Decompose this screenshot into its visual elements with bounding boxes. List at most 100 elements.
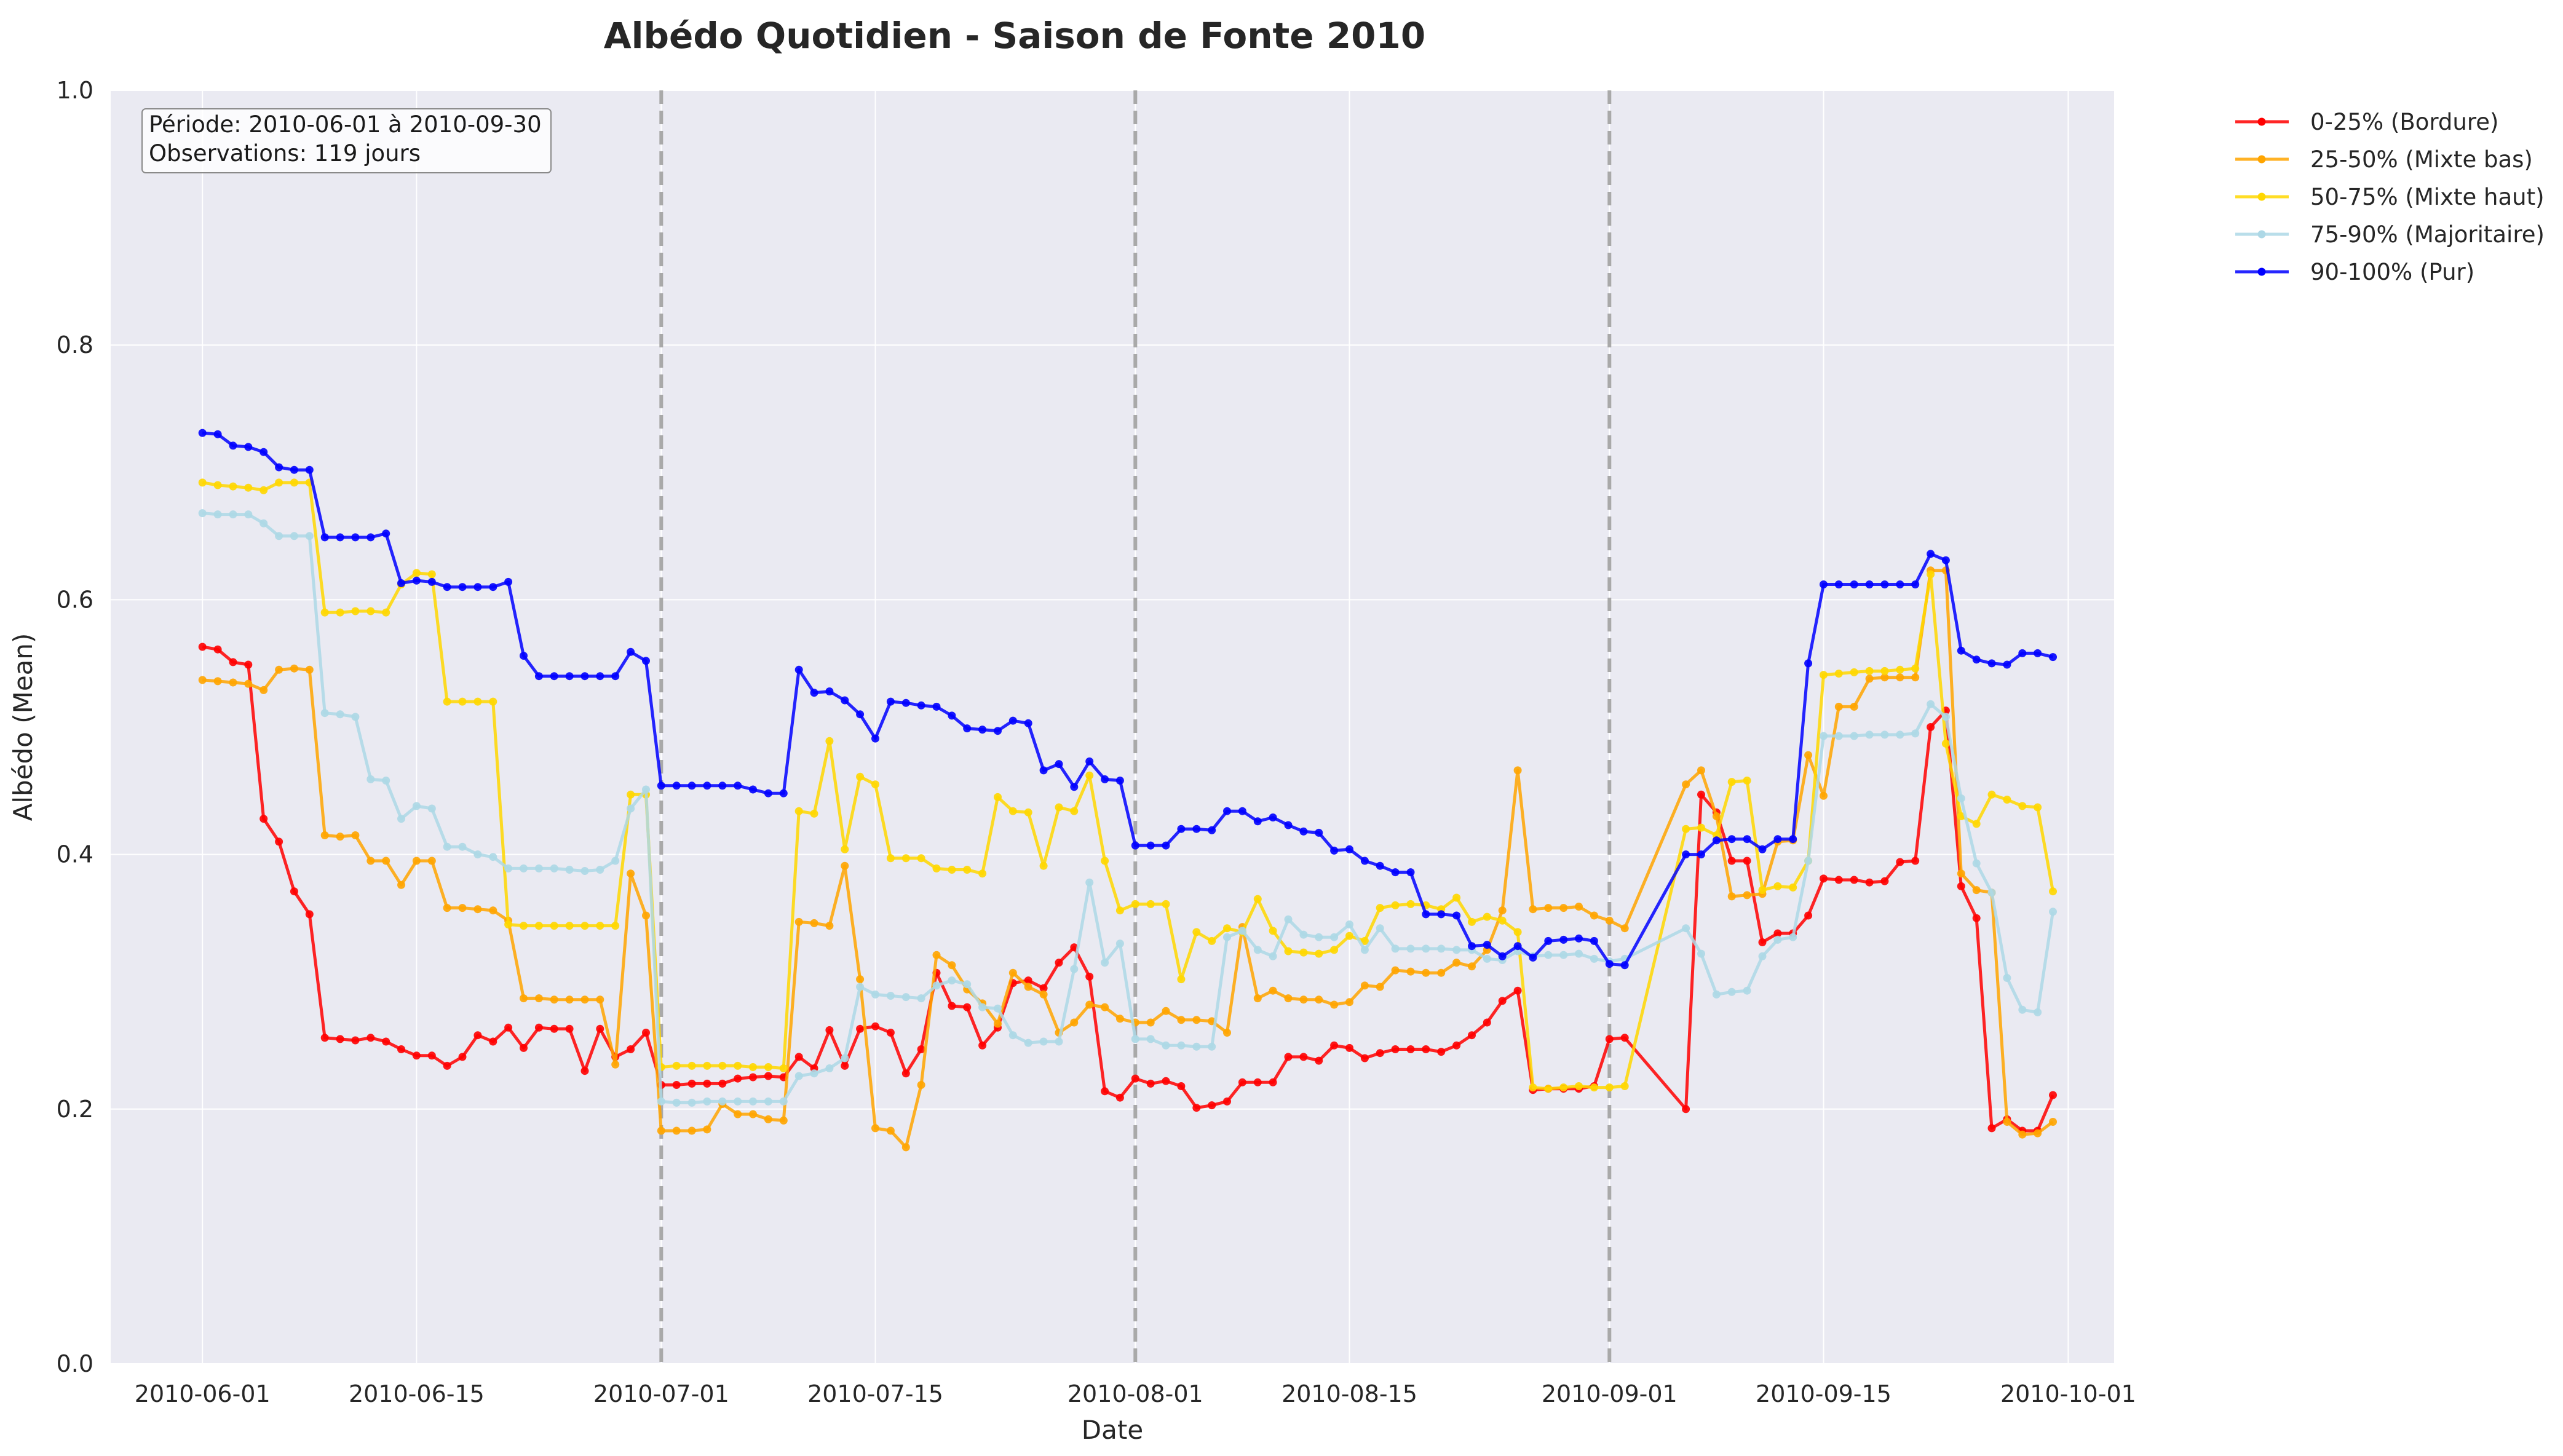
data-point <box>1804 659 1813 668</box>
data-point <box>412 576 421 585</box>
data-point <box>734 1074 742 1083</box>
data-point <box>1360 981 1369 990</box>
legend: 0-25% (Bordure) 25-50% (Mixte bas) 50-75% … <box>2235 109 2545 285</box>
data-point <box>764 1115 772 1123</box>
data-point <box>473 1031 482 1040</box>
data-point <box>534 864 543 872</box>
data-point <box>596 995 604 1004</box>
data-point <box>1208 1042 1216 1051</box>
data-point <box>1773 882 1782 890</box>
data-point <box>1146 1079 1155 1088</box>
data-point <box>1820 580 1828 588</box>
data-point <box>1712 990 1721 999</box>
data-point <box>1146 1018 1155 1027</box>
data-point <box>779 1064 788 1072</box>
legend-swatch-marker <box>2257 267 2266 276</box>
data-point <box>351 831 360 839</box>
data-point <box>520 652 528 660</box>
data-point <box>810 689 818 697</box>
data-point <box>2018 1005 2027 1014</box>
data-point <box>1284 947 1293 956</box>
data-point <box>1008 1031 1017 1040</box>
data-point <box>580 672 589 681</box>
data-point <box>978 869 987 878</box>
data-point <box>1620 1034 1629 1042</box>
data-point <box>2049 908 2057 916</box>
data-point <box>886 1126 895 1135</box>
data-point <box>1177 1016 1186 1024</box>
y-axis-ticks: 0.0 0.2 0.4 0.6 0.8 1.0 <box>57 77 93 1377</box>
data-point <box>1590 936 1598 945</box>
data-point <box>1192 1104 1201 1112</box>
data-point <box>565 995 574 1004</box>
data-point <box>320 831 329 839</box>
data-point <box>1055 959 1063 967</box>
data-point <box>1972 886 1981 895</box>
data-point <box>901 1069 910 1078</box>
y-tick-label: 0.6 <box>57 586 93 613</box>
data-point <box>366 533 375 542</box>
data-point <box>856 983 865 991</box>
data-point <box>1559 951 1568 959</box>
data-point <box>841 861 849 870</box>
data-point <box>550 1024 558 1033</box>
data-point <box>259 815 268 823</box>
data-point <box>948 711 956 720</box>
data-point <box>1101 1003 1109 1011</box>
y-tick-label: 0.4 <box>57 841 93 868</box>
y-tick-label: 0.2 <box>57 1096 93 1123</box>
data-point <box>1789 933 1797 941</box>
data-point <box>1498 916 1507 925</box>
chart-title: Albédo Quotidien - Saison de Fonte 2010 <box>604 15 1426 57</box>
data-point <box>1773 929 1782 938</box>
data-point <box>1330 946 1339 954</box>
data-point <box>1880 580 1889 588</box>
data-point <box>1376 861 1384 870</box>
data-point <box>489 1037 497 1046</box>
data-point <box>871 990 879 999</box>
data-point <box>856 975 865 984</box>
data-point <box>825 1064 834 1072</box>
data-point <box>749 1073 757 1082</box>
data-point <box>1376 924 1384 933</box>
data-point <box>275 665 283 674</box>
data-point <box>213 510 222 519</box>
data-point <box>994 1019 1002 1028</box>
data-point <box>810 1069 818 1078</box>
data-point <box>427 857 436 865</box>
data-point <box>1743 777 1751 785</box>
data-point <box>672 781 681 790</box>
data-point <box>244 443 253 451</box>
data-point <box>1162 1007 1170 1015</box>
data-point <box>427 1051 436 1060</box>
data-point <box>779 789 788 797</box>
data-point <box>1697 766 1705 775</box>
data-point <box>1253 946 1262 954</box>
data-point <box>1865 878 1874 887</box>
data-point <box>305 665 314 674</box>
data-point <box>1101 857 1109 865</box>
data-point <box>1085 1000 1094 1009</box>
data-point <box>1987 659 1996 668</box>
data-point <box>596 672 604 681</box>
data-point <box>611 922 620 930</box>
data-point <box>657 781 665 790</box>
data-point <box>351 533 360 542</box>
data-point <box>963 980 972 989</box>
data-point <box>320 533 329 542</box>
data-point <box>703 1097 711 1106</box>
data-point <box>1804 751 1813 759</box>
data-point <box>320 608 329 617</box>
data-point <box>1544 951 1553 959</box>
data-point <box>1880 667 1889 675</box>
data-point <box>229 441 237 450</box>
data-point <box>1575 934 1583 943</box>
data-point <box>1360 946 1369 954</box>
data-point <box>627 1045 635 1053</box>
data-point <box>1727 857 1736 865</box>
data-point <box>794 665 803 674</box>
data-point <box>1468 942 1476 951</box>
data-point <box>948 866 956 874</box>
data-point <box>1911 664 1920 673</box>
data-point <box>1223 924 1231 933</box>
